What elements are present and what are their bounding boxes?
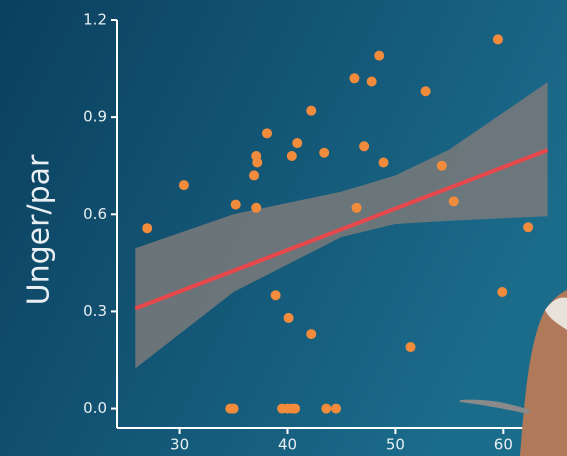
point xyxy=(497,287,507,297)
point xyxy=(352,203,362,213)
point xyxy=(284,313,294,323)
point xyxy=(262,128,272,138)
point xyxy=(349,73,359,83)
y-axis-label: Unger/par xyxy=(22,154,57,305)
point xyxy=(406,342,416,352)
point xyxy=(374,51,384,61)
point xyxy=(249,170,259,180)
point xyxy=(251,203,261,213)
point xyxy=(229,404,239,414)
x-tick-label: 60 xyxy=(494,436,513,454)
point xyxy=(493,34,503,44)
y-tick-label: 0.6 xyxy=(83,205,107,223)
point xyxy=(179,180,189,190)
point xyxy=(252,157,262,167)
point xyxy=(367,77,377,87)
point xyxy=(437,161,447,171)
point xyxy=(523,222,533,232)
chart: 0.0 0.3 0.6 0.9 1.2 30 40 50 60 Unger/par xyxy=(0,0,567,456)
y-tick-label: 0.0 xyxy=(83,399,107,417)
point xyxy=(331,404,341,414)
x-tick-label: 40 xyxy=(278,436,297,454)
point xyxy=(449,196,459,206)
y-tick-label: 0.9 xyxy=(83,108,107,126)
point xyxy=(231,200,241,210)
y-tick-label: 0.3 xyxy=(83,302,107,320)
x-tick-label: 30 xyxy=(170,436,189,454)
point xyxy=(287,151,297,161)
point xyxy=(321,404,331,414)
point xyxy=(306,329,316,339)
point xyxy=(421,86,431,96)
point xyxy=(271,290,281,300)
point xyxy=(142,223,152,233)
point xyxy=(292,138,302,148)
point xyxy=(379,157,389,167)
point xyxy=(319,148,329,158)
point xyxy=(306,106,316,116)
y-tick-label: 1.2 xyxy=(83,11,107,29)
x-tick-label: 50 xyxy=(386,436,405,454)
point xyxy=(290,404,300,414)
point xyxy=(359,141,369,151)
